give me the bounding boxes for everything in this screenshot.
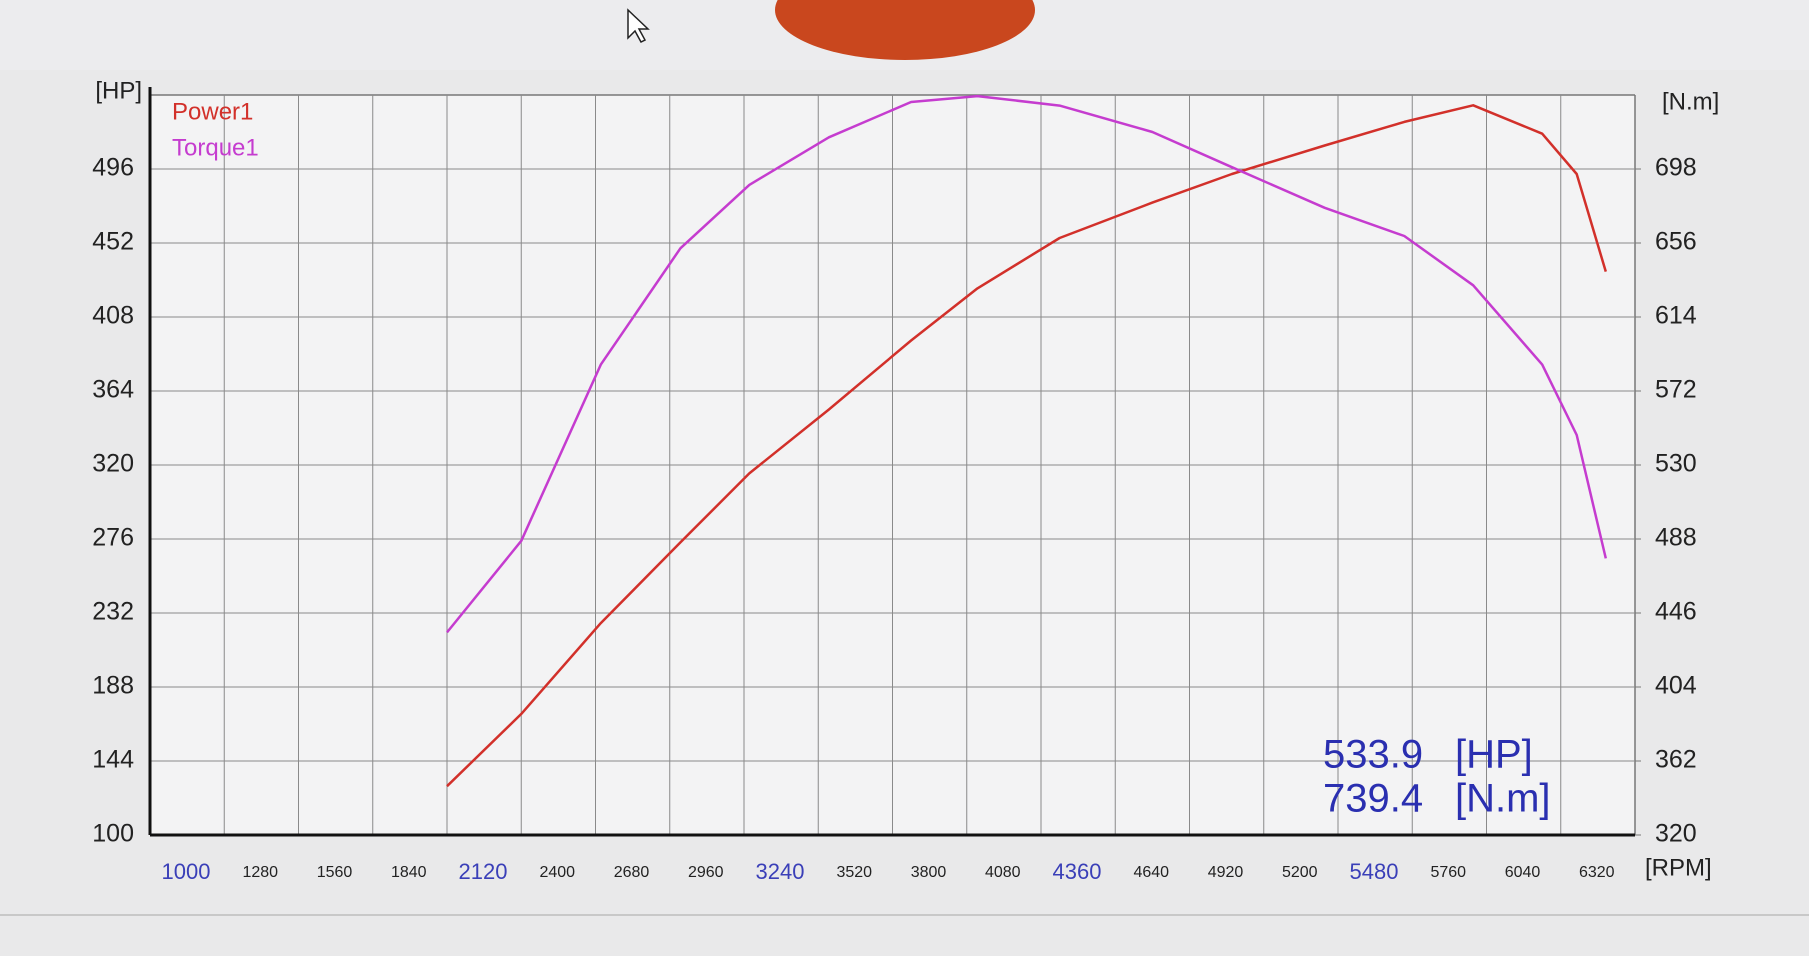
x-tick-label: 2960 [688, 864, 724, 881]
y-tick-label: 408 [92, 302, 134, 330]
legend-entry: Torque1 [172, 134, 259, 161]
y2-tick-label: 446 [1655, 598, 1697, 626]
series-line [446, 94, 1608, 634]
x-tick-label: 1840 [391, 864, 427, 881]
x-tick-label: 5760 [1430, 864, 1466, 881]
x-tick-label: 1560 [317, 864, 353, 881]
x-tick-label: 1280 [242, 864, 278, 881]
x-tick-label: 4360 [1053, 859, 1102, 884]
x-tick-label: 4640 [1133, 864, 1169, 881]
readout-value: 739.4 [1323, 777, 1423, 821]
x-tick-label: 2400 [539, 864, 575, 881]
series-line [446, 104, 1607, 788]
x-tick-label: 6320 [1579, 864, 1615, 881]
y2-tick-label: 488 [1655, 524, 1697, 552]
y2-tick-label: 362 [1655, 746, 1697, 774]
x-tick-label: 3800 [911, 864, 947, 881]
y-tick-label: 276 [92, 524, 134, 552]
x-tick-label: 3240 [756, 859, 805, 884]
x-tick-label: 4080 [985, 864, 1021, 881]
x-tick-label: 6040 [1505, 864, 1541, 881]
y-tick-label: 452 [92, 228, 134, 256]
x-tick-label: 3520 [836, 864, 872, 881]
x-tick-label: 2120 [459, 859, 508, 884]
x-tick-label: 5480 [1350, 859, 1399, 884]
y-tick-label: 496 [92, 154, 134, 182]
y2-tick-label: 320 [1655, 820, 1697, 848]
readout-unit: [HP] [1455, 733, 1533, 777]
x-tick-label: 5200 [1282, 864, 1318, 881]
y-tick-label: 232 [92, 598, 134, 626]
y2-tick-label: 572 [1655, 376, 1697, 404]
y-tick-label: 364 [92, 376, 134, 404]
y-tick-label: 188 [92, 672, 134, 700]
mouse-cursor [627, 8, 650, 43]
y2-tick-label: 656 [1655, 228, 1697, 256]
y-tick-label: 100 [92, 820, 134, 848]
x-axis-unit: [RPM] [1645, 854, 1712, 881]
readout-value: 533.9 [1323, 733, 1423, 777]
y2-tick-label: 530 [1655, 450, 1697, 478]
x-tick-label: 1000 [162, 859, 211, 884]
y-tick-label: 320 [92, 450, 134, 478]
y2-tick-label: 614 [1655, 302, 1697, 330]
y2-axis-unit: [N.m] [1662, 88, 1719, 115]
legend-entry: Power1 [172, 98, 253, 125]
y2-tick-label: 698 [1655, 154, 1697, 182]
x-tick-label: 2680 [614, 864, 650, 881]
y-axis-unit: [HP] [95, 77, 142, 104]
readout-unit: [N.m] [1455, 777, 1551, 821]
logo [775, 0, 1035, 60]
y-tick-label: 144 [92, 746, 134, 774]
y2-tick-label: 404 [1655, 672, 1697, 700]
x-tick-label: 4920 [1208, 864, 1244, 881]
